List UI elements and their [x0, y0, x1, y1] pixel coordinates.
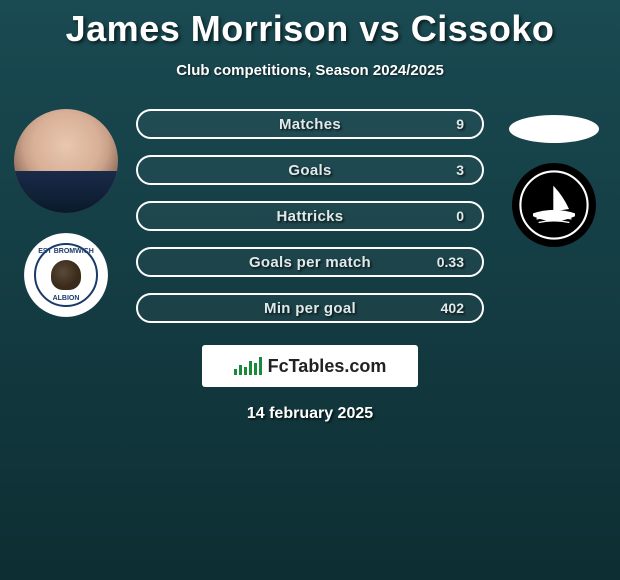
stat-value-right: 0	[428, 208, 464, 224]
stat-value-right: 0.33	[428, 254, 464, 270]
club-badge-left: EST BROMWICH ALBION	[24, 233, 108, 317]
stat-label: Goals per match	[192, 254, 428, 271]
chart-bars-icon	[234, 357, 262, 375]
stat-row: Goals per match 0.33	[136, 247, 484, 277]
badge-text-bottom: ALBION	[36, 295, 96, 302]
logo-text: FcTables.com	[268, 356, 387, 377]
subtitle: Club competitions, Season 2024/2025	[0, 62, 620, 79]
stat-label: Min per goal	[192, 300, 428, 317]
stat-row: Hattricks 0	[136, 201, 484, 231]
ship-icon	[519, 170, 589, 240]
page-title: James Morrison vs Cissoko	[0, 0, 620, 50]
stat-label: Hattricks	[192, 208, 428, 225]
stat-label: Goals	[192, 162, 428, 179]
fctables-logo: FcTables.com	[202, 345, 418, 387]
bird-icon	[51, 260, 81, 290]
stats-list: Matches 9 Goals 3 Hattricks 0 Goals per …	[126, 109, 494, 323]
stat-row: Min per goal 402	[136, 293, 484, 323]
stat-value-right: 402	[428, 300, 464, 316]
stat-row: Matches 9	[136, 109, 484, 139]
stat-row: Goals 3	[136, 155, 484, 185]
player-avatar-right-placeholder	[509, 115, 599, 143]
stat-label: Matches	[192, 116, 428, 133]
comparison-panel: EST BROMWICH ALBION Matches 9 Goals 3 Ha…	[0, 109, 620, 323]
badge-text-top: EST BROMWICH	[36, 248, 96, 255]
left-player-column: EST BROMWICH ALBION	[6, 109, 126, 317]
date-label: 14 february 2025	[0, 405, 620, 423]
right-player-column	[494, 109, 614, 247]
stat-value-right: 9	[428, 116, 464, 132]
stat-value-right: 3	[428, 162, 464, 178]
club-badge-right	[512, 163, 596, 247]
player-avatar-left	[14, 109, 118, 213]
